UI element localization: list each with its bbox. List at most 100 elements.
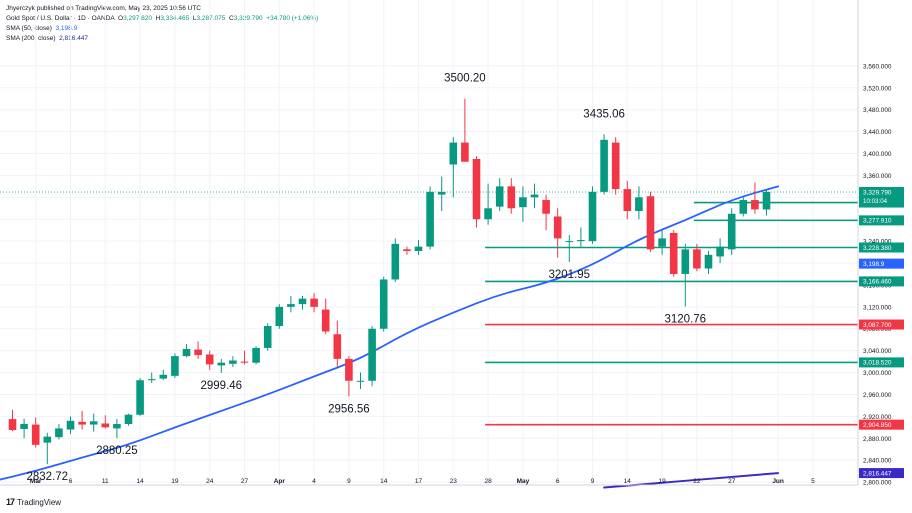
candle-body (252, 347, 260, 363)
x-tick-label: 9 (591, 478, 595, 485)
candle (321, 298, 330, 335)
candle-body (113, 424, 121, 429)
candle-body (739, 200, 748, 214)
candle (565, 235, 574, 262)
candle-body (751, 200, 759, 210)
candle-body (449, 142, 458, 165)
sma50-legend-value: 3,198.9 (55, 25, 78, 32)
candle (66, 416, 75, 434)
candle (240, 350, 249, 365)
tradingview-logo[interactable]: 17 TradingView (6, 497, 61, 507)
x-tick-label: May (517, 478, 530, 485)
x-tick-label: 27 (728, 478, 736, 485)
level-price-tag (859, 276, 904, 287)
x-tick-label: 19 (171, 478, 179, 485)
sma50-legend[interactable]: SMA (50, close) 3,198.9 (6, 24, 318, 34)
ohlc-change: +34.780 (+1.06%) (266, 15, 319, 22)
candle-body (333, 334, 342, 359)
candle-body (437, 191, 446, 195)
price-annotation: 2880.25 (96, 445, 138, 457)
candle (635, 186, 643, 220)
sma200-legend-value: 2,816.447 (59, 35, 89, 42)
candle (611, 137, 620, 195)
candle (194, 341, 202, 359)
candle-body (101, 423, 110, 428)
y-tick-label: 2,800.000 (863, 480, 892, 487)
candle-body (635, 197, 643, 212)
x-tick-label: 9 (347, 478, 351, 485)
level-price-label: 3,277.910 (863, 218, 892, 225)
ohlc-low: 3,287.075 (196, 15, 226, 22)
sma200-price-label: 2,816.447 (863, 470, 892, 477)
candle (31, 417, 40, 448)
candle (124, 413, 133, 426)
candle-body (577, 240, 585, 242)
x-tick-label: 14 (624, 478, 632, 485)
candle-body (66, 420, 75, 430)
candles (8, 98, 771, 465)
last-price-tag (859, 186, 904, 206)
candle-body (159, 374, 168, 379)
candle (263, 323, 272, 351)
candle (217, 358, 226, 373)
candle-body (194, 349, 202, 356)
candle (182, 344, 191, 358)
candle (704, 250, 713, 274)
candle-body (646, 196, 655, 250)
sma200-legend[interactable]: SMA (200, close) 2,816.447 (6, 34, 318, 44)
x-tick-label: Mar (30, 478, 42, 485)
candle (136, 378, 144, 416)
sma200-legend-label: SMA (200, close) (6, 35, 56, 42)
candle-body (693, 249, 701, 269)
candle (379, 276, 388, 332)
candle (101, 415, 110, 429)
level-price-label: 2,904.850 (863, 422, 892, 429)
candle (588, 186, 597, 244)
y-tick-label: 3,560.000 (863, 63, 892, 70)
y-tick-label: 2,880.000 (863, 436, 892, 443)
candle (89, 413, 98, 432)
ohlc-close: 3,329.790 (233, 15, 263, 22)
candle (495, 178, 504, 212)
price-annotation: 3500.20 (444, 73, 486, 85)
sma50-legend-label: SMA (50, close) (6, 25, 52, 32)
tradingview-brand: TradingView (17, 497, 62, 507)
y-tick-label: 2,960.000 (863, 392, 892, 399)
x-tick-label: 14 (136, 478, 144, 485)
sma50-price-tag (859, 258, 904, 269)
candle (229, 356, 237, 368)
ohlc-open: 3,297.820 (123, 15, 152, 22)
candle-body (519, 197, 527, 208)
candle-body (8, 419, 17, 431)
moving-averages (0, 185, 780, 489)
candle (345, 356, 353, 397)
candle (577, 227, 585, 247)
candle-body (623, 189, 632, 212)
y-tick-label: 2,840.000 (863, 458, 892, 465)
level-price-tag (859, 357, 904, 368)
candle-body (229, 360, 237, 364)
candle (762, 189, 771, 216)
level-price-tag (859, 319, 904, 330)
candle-body (658, 238, 666, 247)
y-axis[interactable]: 2,800.000 2,840.000 2,880.000 2,920.000 2,96… (857, 0, 904, 487)
candle (391, 238, 400, 283)
candle (716, 238, 724, 264)
level-price-tag (859, 419, 904, 430)
x-tick-label: 24 (206, 478, 214, 485)
candle (727, 208, 736, 255)
candle-body (588, 191, 597, 242)
candle-body (263, 326, 272, 348)
ohlc-open-label: O (118, 15, 124, 22)
x-tick-label: Jun (772, 478, 784, 485)
candle (519, 186, 527, 222)
candle-body (287, 304, 295, 307)
x-axis[interactable]: Mar 6 11 14 19 24 27 Apr 4 9 14 17 23 28 May 6 9 14 19 22 27… (0, 478, 858, 486)
level-price-label: 3,228.380 (863, 245, 892, 252)
ohlc-close-label: C (229, 15, 234, 22)
last-price-label: 3,329.790 (863, 189, 892, 196)
price-annotation: 2832.72 (27, 471, 69, 483)
y-tick-label: 3,400.000 (863, 151, 892, 158)
candle (333, 320, 342, 368)
